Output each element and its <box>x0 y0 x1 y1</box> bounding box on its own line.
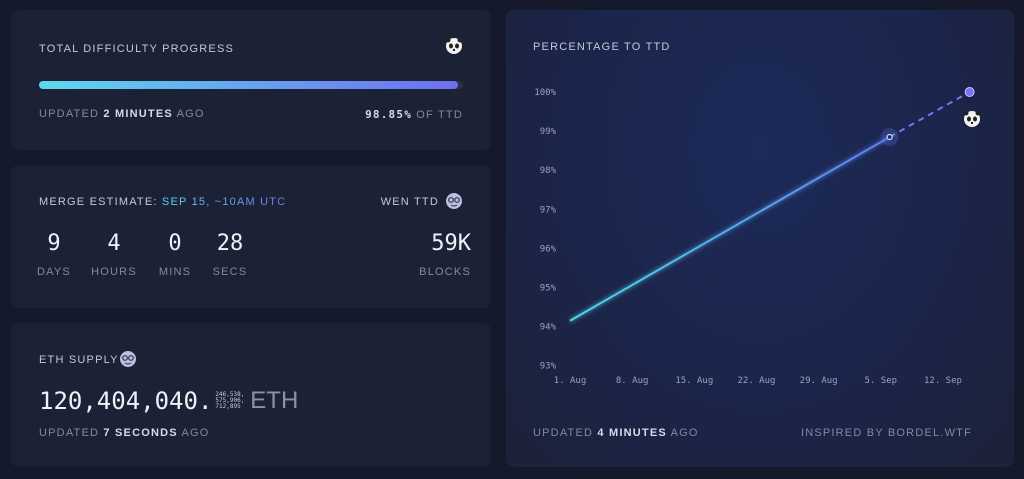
blocks-remaining: 59K BLOCKS <box>419 231 471 278</box>
chart-updated: UPDATED 4 MINUTES AGO <box>533 427 699 439</box>
y-tick-label: 93% <box>540 362 557 372</box>
ttd-point <box>964 87 975 97</box>
supply-title: ETH SUPPLY <box>39 354 119 366</box>
nerd-face-icon <box>446 193 462 209</box>
progress-title: TOTAL DIFFICULTY PROGRESS <box>39 43 235 55</box>
chart-title: PERCENTAGE TO TTD <box>533 41 671 53</box>
countdown-mins: 0 MINS <box>158 231 192 278</box>
countdown-hours: 4 HOURS <box>91 231 137 278</box>
ttd-chart: 93% 94% 95% 96% 97% 98% 99% 100% 1. Aug 8. Aug 15.… <box>534 87 975 386</box>
countdown-secs: 28 SECS <box>212 231 248 278</box>
merge-estimate: MERGE ESTIMATE: SEP 15, ~10AM UTC <box>39 196 287 208</box>
wen-ttd-label: WEN TTD <box>380 196 439 208</box>
y-tick-label: 94% <box>540 323 557 333</box>
x-tick-label: 5. Sep <box>865 376 898 386</box>
actual-progress-line <box>569 136 891 322</box>
y-tick-label: 98% <box>540 166 557 176</box>
y-tick-label: 96% <box>540 244 557 254</box>
x-tick-label: 22. Aug <box>738 376 776 386</box>
inspired-by-link[interactable]: INSPIRED BY BORDEL.WTF <box>800 427 972 439</box>
progress-ttd: 98.85% OF TTD <box>365 108 463 121</box>
y-tick-label: 100% <box>534 88 556 98</box>
current-point <box>886 133 893 141</box>
y-tick-label: 99% <box>540 127 557 137</box>
panda-icon <box>963 110 981 127</box>
panda-icon <box>445 37 463 54</box>
x-tick-label: 8. Aug <box>616 376 649 386</box>
projection-line <box>889 91 971 138</box>
difficulty-progress-card: TOTAL DIFFICULTY PROGRESS UPDATED 2 MINU… <box>11 10 491 150</box>
progress-bar-fill <box>39 81 459 89</box>
countdown-days: 9 DAYS <box>37 231 71 278</box>
supply-updated: UPDATED 7 SECONDS AGO <box>39 427 210 439</box>
merge-estimate-card: MERGE ESTIMATE: SEP 15, ~10AM UTC WEN TT… <box>11 165 491 308</box>
x-tick-label: 12. Sep <box>924 376 962 386</box>
progress-bar <box>39 81 463 89</box>
nerd-face-icon <box>120 351 136 367</box>
supply-value: 120,404,040. 246,538, 575,906, 712,895 ETH <box>39 387 299 415</box>
x-tick-label: 1. Aug <box>554 376 587 386</box>
progress-updated: UPDATED 2 MINUTES AGO <box>39 108 205 120</box>
x-tick-label: 29. Aug <box>800 376 838 386</box>
supply-decimals: 246,538, 575,906, 712,895 <box>215 391 245 410</box>
eth-supply-card: ETH SUPPLY 120,404,040. 246,538, 575,906,… <box>11 323 491 467</box>
x-tick-label: 15. Aug <box>675 376 713 386</box>
ttd-chart-card: PERCENTAGE TO TTD 93% 94% 95% 96% 97% 98% 99% 1… <box>506 10 1014 467</box>
y-tick-label: 97% <box>540 205 557 215</box>
y-tick-label: 95% <box>540 284 557 294</box>
